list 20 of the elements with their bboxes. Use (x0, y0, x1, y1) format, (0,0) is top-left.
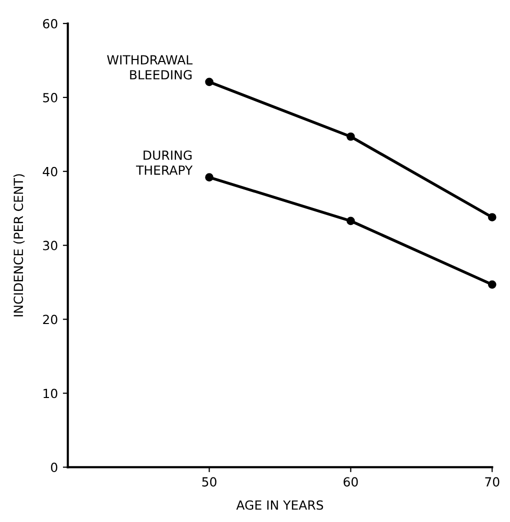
y-tick-label: 20 (43, 314, 58, 324)
x-tick-label: 50 (202, 477, 216, 487)
series-label: WITHDRAWAL BLEEDING (107, 55, 193, 80)
y-tick-label: 40 (42, 166, 58, 176)
x-tick-label: 60 (344, 477, 358, 487)
point (346, 132, 355, 141)
y-tick-label: 30 (43, 240, 58, 250)
y-tick-label: 50 (43, 92, 58, 102)
point (488, 213, 496, 222)
x-axis-title: AGE IN YEARS (236, 500, 324, 510)
y-axis-title: INCIDENCE (PER CENT) (13, 174, 25, 316)
point (488, 280, 496, 289)
point (346, 216, 355, 226)
point (205, 78, 214, 86)
y-tick-label: 60 (43, 18, 58, 28)
y-tick-label: 0 (50, 462, 58, 472)
series-label: DURING THERAPY (136, 150, 193, 175)
x-tick-label: 70 (485, 477, 500, 487)
point (205, 173, 214, 182)
y-tick-label: 10 (44, 388, 58, 398)
